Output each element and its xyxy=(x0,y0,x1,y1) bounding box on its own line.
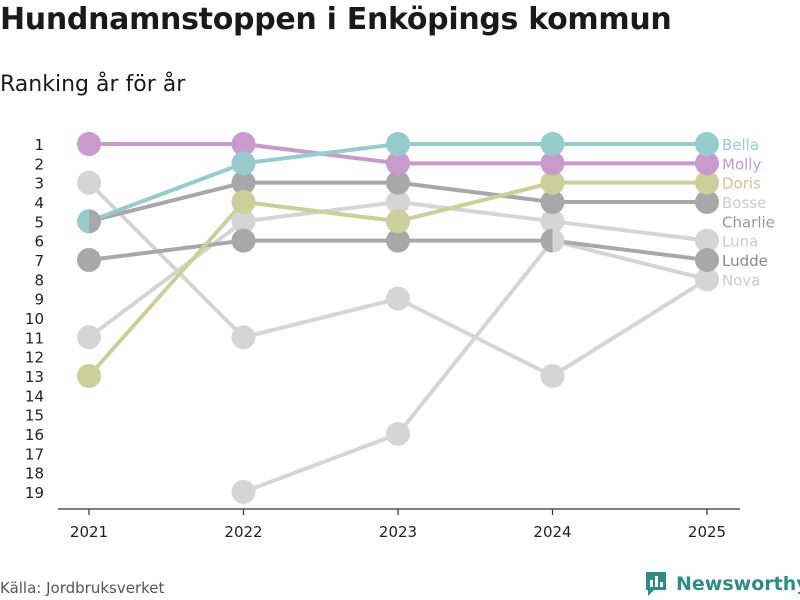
y-tick-label: 13 xyxy=(25,368,44,386)
point-nova-2023 xyxy=(386,421,410,446)
y-tick-label: 11 xyxy=(25,329,44,347)
brand-logo: Newsworthy xyxy=(644,570,800,598)
point-doris-2021 xyxy=(77,363,101,388)
x-tick-label: 2021 xyxy=(70,523,108,541)
y-tick-label: 7 xyxy=(34,252,44,270)
point-luna-2025 xyxy=(695,228,719,253)
point-bella-2024 xyxy=(540,132,565,156)
y-tick-label: 17 xyxy=(25,445,44,463)
x-tick-label: 2024 xyxy=(533,523,571,541)
y-tick-label: 1 xyxy=(34,136,44,154)
y-tick-label: 2 xyxy=(34,155,44,173)
y-tick-label: 3 xyxy=(34,175,44,193)
point-charlie-2021 xyxy=(77,170,101,195)
point-charlie-2022 xyxy=(231,325,256,350)
series-line-nova xyxy=(242,238,708,494)
point-doris-2022 xyxy=(231,189,256,214)
end-label-molly: Molly xyxy=(722,155,761,173)
y-tick-label: 18 xyxy=(25,465,44,483)
point-nova-2022 xyxy=(231,479,256,504)
point-luna-2021 xyxy=(77,325,101,350)
point-molly-2025 xyxy=(695,151,719,176)
y-tick-label: 15 xyxy=(25,407,44,425)
source-note: Källa: Jordbruksverket xyxy=(0,579,165,597)
point-bella-2025 xyxy=(695,132,719,156)
point-luna-2023 xyxy=(386,189,410,214)
point-molly-2022 xyxy=(231,132,256,156)
point-ludde-2022 xyxy=(231,228,256,253)
point-charlie-2024 xyxy=(540,363,565,388)
point-molly-2023 xyxy=(386,151,410,176)
point-bella-2022 xyxy=(231,151,256,176)
point-ludde-2023 xyxy=(386,228,410,253)
end-label-luna: Luna xyxy=(722,233,758,251)
y-tick-label: 14 xyxy=(25,387,44,405)
y-tick-label: 16 xyxy=(25,426,44,444)
bar-chart-icon xyxy=(646,572,666,596)
y-tick-label: 8 xyxy=(34,271,44,289)
chart-title: Hundnamnstoppen i Enköpings kommun xyxy=(0,2,672,37)
y-tick-label: 19 xyxy=(25,484,44,502)
y-tick-label: 12 xyxy=(25,349,44,367)
y-tick-label: 5 xyxy=(34,213,44,231)
end-label-charlie: Charlie xyxy=(722,213,775,231)
brand-name: Newsworthy xyxy=(676,573,800,595)
y-tick-label: 10 xyxy=(25,310,44,328)
y-tick-label: 4 xyxy=(34,194,44,212)
point-charlie-2023 xyxy=(386,286,410,311)
x-tick-label: 2025 xyxy=(688,523,726,541)
y-tick-label: 9 xyxy=(34,291,44,309)
chart-subtitle: Ranking år för år xyxy=(0,72,186,97)
x-tick-label: 2022 xyxy=(224,523,262,541)
end-label-nova: Nova xyxy=(722,271,760,289)
point-bosse-2025 xyxy=(695,189,719,214)
point-bella-2023 xyxy=(386,132,410,156)
point-luna-2022 xyxy=(231,209,256,234)
end-label-ludde: Ludde xyxy=(722,252,768,270)
y-tick-label: 6 xyxy=(34,233,44,251)
end-label-doris: Doris xyxy=(722,175,761,193)
end-label-bosse: Bosse xyxy=(722,194,766,212)
point-molly-2021 xyxy=(77,132,101,156)
point-bosse-2022 xyxy=(231,170,256,195)
point-ludde-2024 xyxy=(540,228,565,253)
point-doris-2025 xyxy=(695,170,719,195)
x-tick-label: 2023 xyxy=(379,523,417,541)
point-ludde-2021 xyxy=(77,247,101,272)
point-molly-2024 xyxy=(540,151,565,176)
point-doris-2024 xyxy=(540,170,565,195)
point-charlie-2025 xyxy=(695,267,719,292)
point-bosse-2023 xyxy=(386,170,410,195)
end-label-bella: Bella xyxy=(722,136,759,154)
point-luna-2024 xyxy=(540,209,565,234)
point-bosse-2024 xyxy=(540,189,565,214)
point-bella-2021 xyxy=(77,209,101,234)
point-doris-2023 xyxy=(386,209,410,234)
point-ludde-2025 xyxy=(695,247,719,272)
